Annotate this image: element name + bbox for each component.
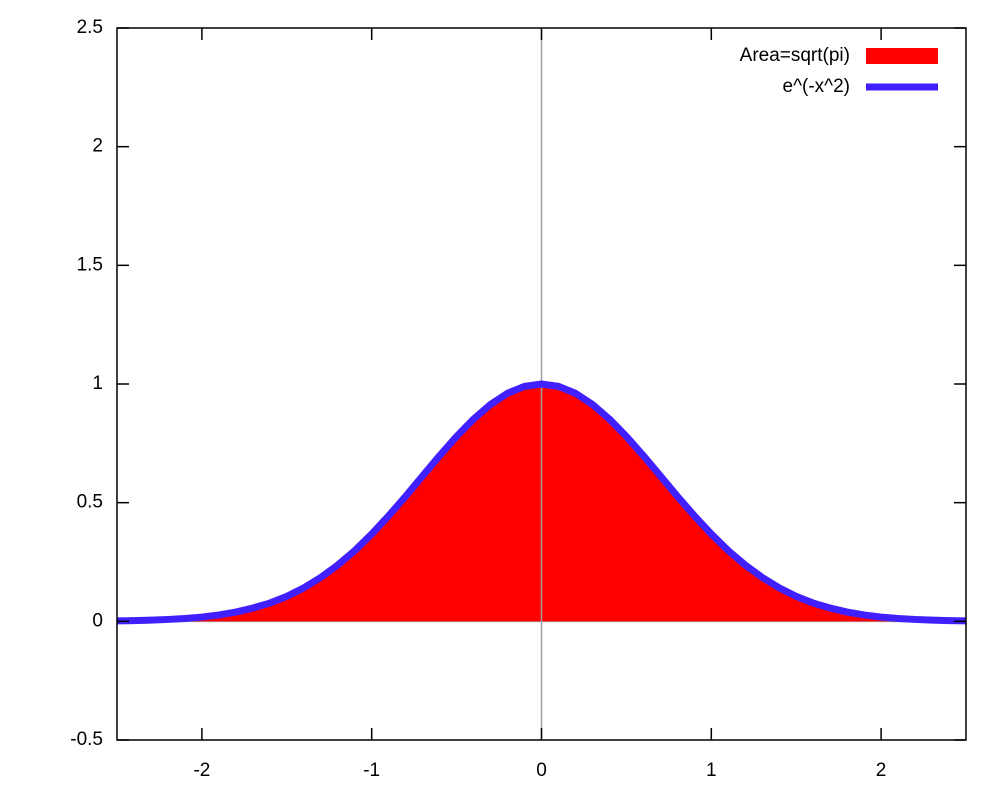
y-tick-label: -0.5 [70,729,103,750]
y-tick-label: 0.5 [77,492,103,513]
y-tick-label: 2.5 [77,17,103,38]
x-tick-label: 1 [706,760,717,781]
x-tick-label: 2 [876,760,887,781]
legend-swatch [866,48,938,64]
y-tick-label: 1.5 [77,254,103,275]
x-tick-label: 0 [536,760,547,781]
line [116,380,967,625]
y-tick-label: 1 [92,373,103,394]
y-tick-label: 2 [92,136,103,157]
legend-label: e^(-x^2) [783,76,850,97]
legend-label: Area=sqrt(pi) [740,45,850,66]
y-tick-label: 0 [92,610,103,631]
x-tick-label: -1 [363,760,380,781]
x-tick-label: -2 [193,760,210,781]
